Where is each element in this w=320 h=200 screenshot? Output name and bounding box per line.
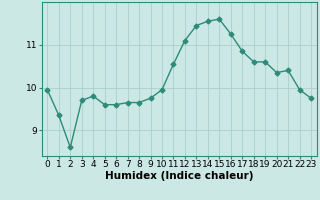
X-axis label: Humidex (Indice chaleur): Humidex (Indice chaleur) (105, 171, 253, 181)
